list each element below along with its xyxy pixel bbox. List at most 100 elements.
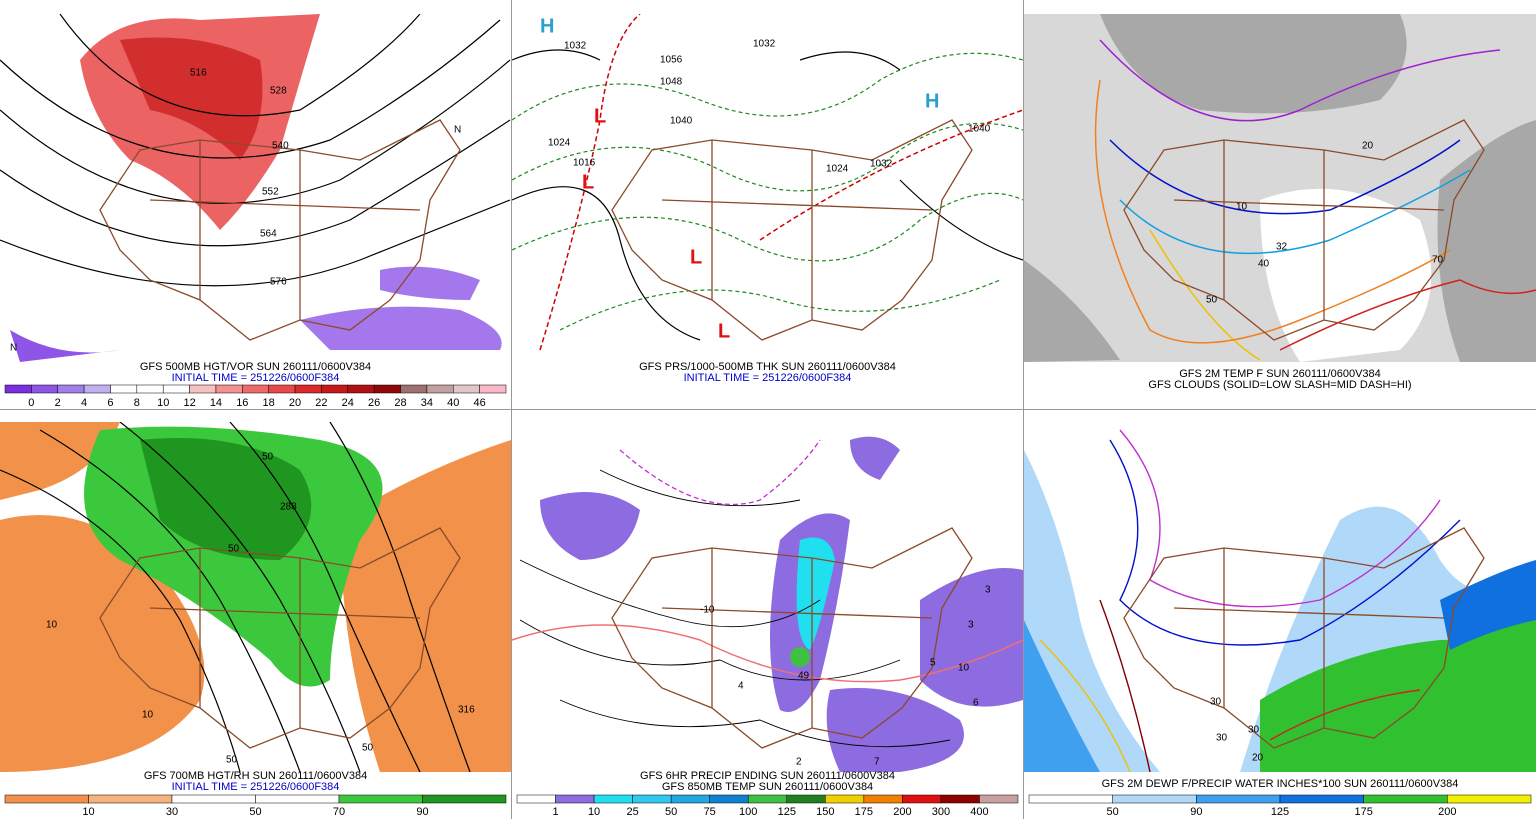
colorbar-label: 6 bbox=[107, 397, 113, 409]
colorbar-label: 125 bbox=[778, 806, 796, 818]
colorbar-label: 50 bbox=[1107, 806, 1119, 818]
colorbar-swatch bbox=[1363, 794, 1448, 804]
colorbar-label: 400 bbox=[970, 806, 988, 818]
contour-label: 1016 bbox=[573, 158, 596, 169]
colorbar-swatch bbox=[4, 794, 89, 804]
colorbar-swatch bbox=[670, 794, 710, 804]
colorbar-swatch bbox=[255, 794, 340, 804]
colorbar-swatch bbox=[940, 794, 980, 804]
contour-label: 40 bbox=[1258, 259, 1270, 270]
map-dewpoint: 30 30 20 30 bbox=[1024, 429, 1536, 772]
colorbar-swatch bbox=[215, 384, 243, 394]
contour-label: 7 bbox=[874, 757, 880, 768]
colorbar-label: 26 bbox=[368, 397, 380, 409]
contour-label: 10 bbox=[142, 710, 154, 721]
colorbar-label: 70 bbox=[333, 806, 345, 818]
colorbar-label: 12 bbox=[183, 397, 195, 409]
colorbar-swatch bbox=[136, 384, 164, 394]
colorbar-swatch bbox=[825, 794, 865, 804]
map-vorticity: 516 528 540 552 564 576 N N bbox=[0, 14, 511, 362]
contour-label: 70 bbox=[1432, 255, 1444, 266]
colorbar-swatch bbox=[453, 384, 480, 394]
contour-label: 32 bbox=[1276, 242, 1288, 253]
colorbar-label: 14 bbox=[210, 397, 222, 409]
contour-label: 50 bbox=[226, 755, 238, 766]
colorbar-swatch bbox=[321, 384, 349, 394]
colorbar-swatch bbox=[422, 794, 507, 804]
colorbar-label: 28 bbox=[394, 397, 406, 409]
low-marker: L bbox=[690, 246, 702, 268]
map-temperature: 32 40 50 10 20 70 bbox=[1024, 14, 1536, 362]
contour-label: 10 bbox=[1236, 202, 1248, 213]
contour-label: 5 bbox=[930, 658, 936, 669]
colorbar-swatch bbox=[347, 384, 375, 394]
colorbar-swatch bbox=[4, 384, 32, 394]
low-marker: L bbox=[594, 105, 606, 127]
colorbar-swatch bbox=[902, 794, 942, 804]
colorbar-swatch bbox=[426, 384, 454, 394]
high-marker: H bbox=[925, 90, 939, 112]
colorbar-label: 25 bbox=[626, 806, 638, 818]
colorbar-swatch bbox=[400, 384, 428, 394]
colorbar-label: 4 bbox=[81, 397, 87, 409]
colorbar-label: 24 bbox=[342, 397, 354, 409]
contour-label: 50 bbox=[262, 452, 274, 463]
contour-label: 10 bbox=[958, 663, 970, 674]
contour-label: 288 bbox=[280, 502, 297, 513]
colorbar-label: 22 bbox=[315, 397, 327, 409]
colorbar-swatch bbox=[1028, 794, 1113, 804]
contour-label: 528 bbox=[270, 86, 287, 97]
colorbar-label: 1 bbox=[552, 806, 558, 818]
low-marker: L bbox=[582, 171, 594, 193]
contour-label: 30 bbox=[1216, 733, 1228, 744]
colorbar-swatch bbox=[479, 384, 507, 394]
contour-label: 6 bbox=[973, 698, 979, 709]
colorbar-swatch bbox=[373, 384, 401, 394]
contour-label: 576 bbox=[270, 277, 287, 288]
colorbar-swatch bbox=[555, 794, 595, 804]
colorbar-label: 300 bbox=[932, 806, 950, 818]
colorbar-label: 150 bbox=[816, 806, 834, 818]
colorbar-label: 50 bbox=[249, 806, 261, 818]
contour-label: 2 bbox=[796, 757, 802, 768]
contour-label: N bbox=[454, 125, 461, 136]
contour-label: 20 bbox=[1362, 141, 1374, 152]
colorbar-swatch bbox=[709, 794, 749, 804]
caption: GFS 2M TEMP F SUN 260111/0600V384 bbox=[1179, 368, 1381, 380]
colorbar-label: 100 bbox=[739, 806, 757, 818]
contour-label: 49 bbox=[798, 671, 810, 682]
map-pressure: 1032 1056 1048 1040 1024 1016 1032 1040 … bbox=[512, 14, 1023, 351]
contour-label: 1032 bbox=[870, 159, 893, 170]
colorbar-swatch bbox=[162, 384, 190, 394]
colorbar-swatch bbox=[747, 794, 788, 804]
colorbar-swatch bbox=[189, 384, 217, 394]
contour-label: 30 bbox=[1210, 697, 1222, 708]
contour-label: 10 bbox=[46, 620, 58, 631]
colorbar-label: 16 bbox=[236, 397, 248, 409]
colorbar-label: 0 bbox=[28, 397, 34, 409]
colorbar-swatch bbox=[1112, 794, 1197, 804]
caption: GFS PRS/1000-500MB THK SUN 260111/0600V3… bbox=[639, 361, 896, 373]
caption: GFS 700MB HGT/RH SUN 260111/0600V384 bbox=[144, 770, 367, 782]
contour-label: N bbox=[10, 343, 17, 354]
colorbar-swatch bbox=[1196, 794, 1281, 804]
colorbar-swatch bbox=[593, 794, 633, 804]
colorbar-swatch bbox=[1447, 794, 1532, 804]
contour-label: 516 bbox=[190, 68, 207, 79]
low-marker: L bbox=[718, 320, 730, 342]
colorbar-swatch bbox=[83, 384, 111, 394]
caption: INITIAL TIME = 251226/0600F384 bbox=[172, 372, 340, 384]
colorbar-swatch bbox=[338, 794, 423, 804]
colorbar-label: 34 bbox=[421, 397, 433, 409]
colorbar-swatch bbox=[979, 794, 1019, 804]
colorbar-label: 175 bbox=[855, 806, 873, 818]
contour-label: 1032 bbox=[564, 41, 587, 52]
contour-label: 1024 bbox=[548, 138, 571, 149]
colorbar-label: 40 bbox=[447, 397, 459, 409]
colorbar-label: 75 bbox=[704, 806, 716, 818]
colorbar-label: 50 bbox=[665, 806, 677, 818]
map-humidity: 50 50 10 10 50 50 316 288 bbox=[0, 422, 511, 772]
caption: INITIAL TIME = 251226/0600F384 bbox=[684, 372, 852, 384]
colorbar-label: 90 bbox=[1190, 806, 1202, 818]
